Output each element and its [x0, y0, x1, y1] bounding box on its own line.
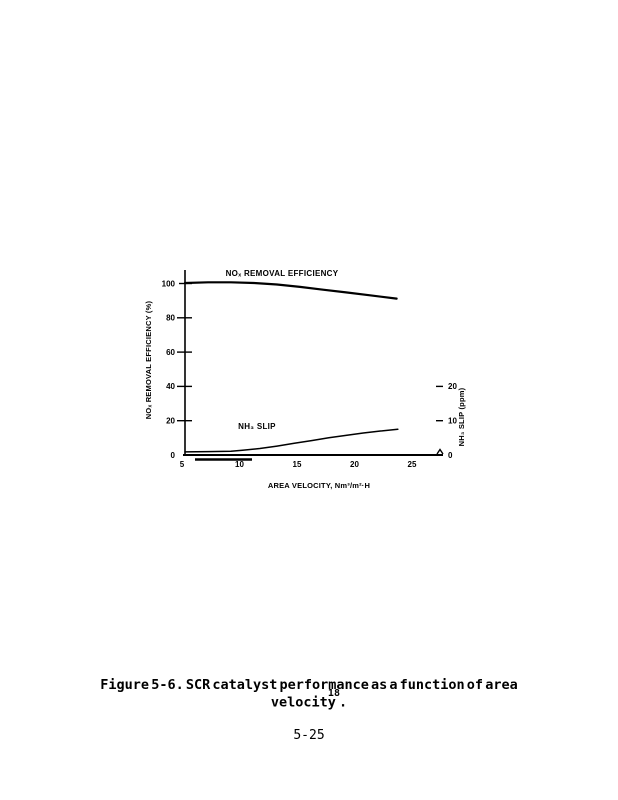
nh3-slip-curve — [184, 428, 399, 453]
left-tick-label-20: 20 — [166, 417, 175, 426]
x-tick-label-5: 5 — [180, 460, 185, 469]
right-tick-label-10: 10 — [448, 417, 457, 426]
figure-5-6-chart: 0 20 40 60 80 100 0 10 20 5 10 15 20 25 … — [130, 245, 500, 505]
left-tick-label-100: 100 — [162, 279, 176, 288]
x-tick-label-25: 25 — [408, 460, 417, 469]
left-tick-label-80: 80 — [166, 314, 175, 323]
x-tick-label-10: 10 — [235, 460, 244, 469]
page-number: 5-25 — [293, 728, 325, 743]
left-y-axis-title: NOₓ REMOVAL EFFICIENCY (%) — [144, 301, 153, 420]
caption-line-2: velocity18. — [0, 688, 618, 711]
left-axis-ticks — [177, 282, 192, 422]
nox-curve-label: NOₓ REMOVAL EFFICIENCY — [226, 269, 339, 278]
right-tick-0-caret — [436, 448, 444, 455]
left-tick-label-40: 40 — [166, 382, 175, 391]
x-tick-label-15: 15 — [293, 460, 302, 469]
figure-caption: Figure 5-6. SCR catalyst performance as … — [0, 677, 618, 711]
left-tick-label-0: 0 — [171, 451, 176, 460]
caption-reference-superscript: 18 — [327, 688, 340, 699]
x-tick-label-20: 20 — [350, 460, 359, 469]
left-tick-label-60: 60 — [166, 348, 175, 357]
caption-period: . — [338, 694, 348, 711]
right-tick-label-0: 0 — [448, 451, 453, 460]
right-axis-ticks — [436, 385, 444, 455]
nh3-curve-label: NH₃ SLIP — [238, 422, 276, 431]
right-tick-label-20: 20 — [448, 382, 457, 391]
caption-word: velocity — [270, 694, 336, 711]
caption-line-1: Figure 5-6. SCR catalyst performance as … — [100, 677, 518, 693]
x-axis-title: AREA VELOCITY, Nm³/m²·H — [268, 481, 370, 490]
nox-efficiency-curve — [183, 281, 398, 300]
right-y-axis-title: NH₃ SLIP (ppm) — [457, 387, 466, 446]
chart-svg: 0 20 40 60 80 100 0 10 20 5 10 15 20 25 … — [144, 269, 466, 490]
